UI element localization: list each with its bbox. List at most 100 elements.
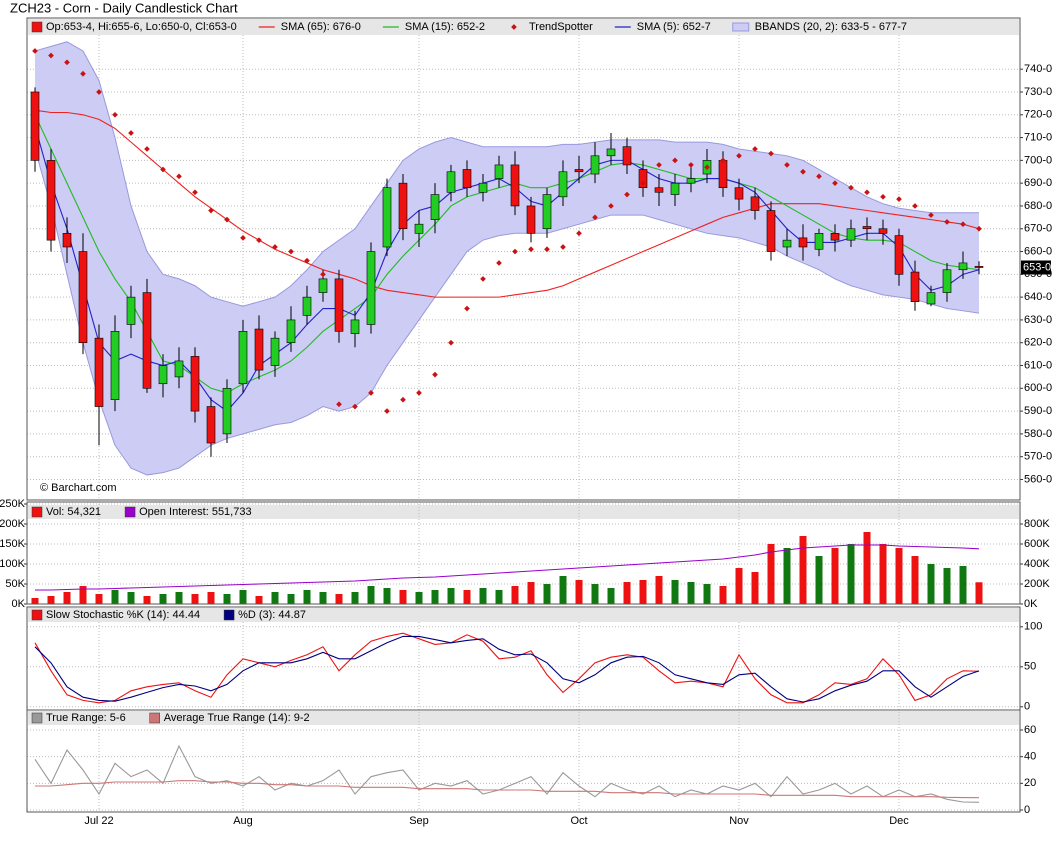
trendspotter-dot: [464, 305, 470, 312]
volume-bar: [335, 594, 343, 604]
volume-bar: [367, 586, 375, 604]
y2-tick-label: 400K: [1024, 558, 1050, 570]
candle-body: [926, 292, 936, 305]
trendspotter-dot: [416, 390, 422, 396]
y-tick-label: 630-0: [1024, 314, 1052, 326]
trendspotter-dot: [960, 221, 966, 228]
volume-bar: [223, 594, 231, 604]
volume-bar: [623, 582, 631, 604]
y-tick-label: 60: [1024, 724, 1036, 736]
volume-bar: [959, 566, 967, 604]
volume-bar: [799, 536, 807, 604]
candle-body: [750, 196, 760, 211]
x-tick-label: Dec: [889, 815, 909, 827]
trendspotter-dot: [688, 162, 694, 168]
chart-title: ZCH23 - Corn - Daily Candlestick Chart: [10, 0, 238, 15]
volume-bar: [31, 598, 39, 604]
trendspotter-dot: [80, 70, 86, 77]
y2-tick-label: 800K: [1024, 518, 1050, 530]
y-tick-label: 40: [1024, 751, 1036, 763]
indicator-line: [34, 632, 980, 704]
trendspotter-dot: [800, 168, 806, 175]
y-tick-label: 680-0: [1024, 200, 1052, 212]
candle-body: [78, 251, 88, 344]
y-tick-label: 710-0: [1024, 131, 1052, 143]
sma-line: [34, 109, 980, 298]
candle-body: [526, 205, 536, 234]
bollinger-upper: [34, 41, 979, 307]
candle-body: [574, 169, 584, 173]
volume-bar: [111, 590, 119, 604]
y-tick-label: 100K: [0, 558, 26, 570]
trendspotter-dot: [640, 180, 646, 186]
candle-body: [142, 292, 152, 389]
volume-bar: [943, 568, 951, 604]
candle-body: [254, 328, 264, 371]
y-tick-label: 560-0: [1024, 473, 1052, 485]
legend-swatch: [31, 506, 43, 518]
trendspotter-dot: [384, 408, 390, 414]
trendspotter-dot: [528, 246, 534, 253]
volume-bar: [735, 568, 743, 604]
y2-tick-label: 200K: [1024, 578, 1050, 590]
candle-body: [654, 187, 664, 193]
candle-body: [94, 337, 104, 407]
trendspotter-dot: [816, 173, 822, 180]
watermark: © Barchart.com: [40, 482, 117, 494]
candle-body: [558, 171, 568, 198]
volume-bar: [863, 532, 871, 604]
trendspotter-dot: [576, 230, 582, 237]
volume-bar: [671, 580, 679, 604]
legend-swatch: [511, 24, 517, 30]
trendspotter-dot: [928, 212, 934, 218]
volume-bar: [639, 580, 647, 604]
legend-swatch: [124, 506, 136, 518]
legend-swatch: [31, 712, 43, 724]
candle-body: [782, 239, 792, 248]
candle-body: [318, 278, 328, 293]
trendspotter-dot: [320, 271, 326, 278]
trendspotter-dot: [128, 130, 134, 136]
x-tick-label: Nov: [729, 815, 749, 827]
y-tick-label: 720-0: [1024, 109, 1052, 121]
legend-label: BBANDS (20, 2): 633-5 - 677-7: [755, 21, 907, 33]
x-tick-label: Aug: [233, 815, 253, 827]
y-tick-label: 50K: [5, 578, 25, 590]
trendspotter-dot: [176, 173, 182, 180]
trendspotter-dot: [720, 157, 726, 164]
y-tick-label: 700-0: [1024, 154, 1052, 166]
y-tick-label: 200K: [0, 518, 26, 530]
x-tick-label: Sep: [409, 815, 429, 827]
volume-bar: [63, 592, 71, 604]
trendspotter-dot: [592, 214, 598, 221]
y-tick-label: 50: [1024, 661, 1036, 673]
y-tick-label: 0: [1024, 701, 1030, 713]
y-tick-label: 590-0: [1024, 405, 1052, 417]
candle-body: [894, 235, 904, 275]
candle-body: [830, 233, 840, 241]
volume-bar: [271, 592, 279, 604]
volume-bar: [751, 572, 759, 604]
candle-body: [334, 278, 344, 332]
legend-bar: [28, 608, 1019, 622]
indicator-line: [34, 744, 980, 803]
indicator-line: [35, 780, 980, 799]
volume-bar: [655, 576, 663, 604]
candle-body: [958, 262, 968, 271]
trendspotter-dot: [512, 248, 518, 255]
indicator-line: [34, 635, 980, 703]
volume-bar: [175, 592, 183, 604]
volume-bar: [79, 586, 87, 604]
y2-tick-label: 600K: [1024, 538, 1050, 550]
legend-swatch: [31, 609, 43, 621]
volume-bar: [703, 584, 711, 604]
legend-swatch: [31, 21, 43, 33]
legend-label: Vol: 54,321: [46, 506, 101, 518]
volume-bar: [527, 582, 535, 604]
y-tick-label: 730-0: [1024, 86, 1052, 98]
trendspotter-dot: [784, 162, 790, 168]
trendspotter-dot: [832, 180, 838, 186]
candle-body: [910, 271, 920, 302]
candle-body: [446, 171, 456, 193]
